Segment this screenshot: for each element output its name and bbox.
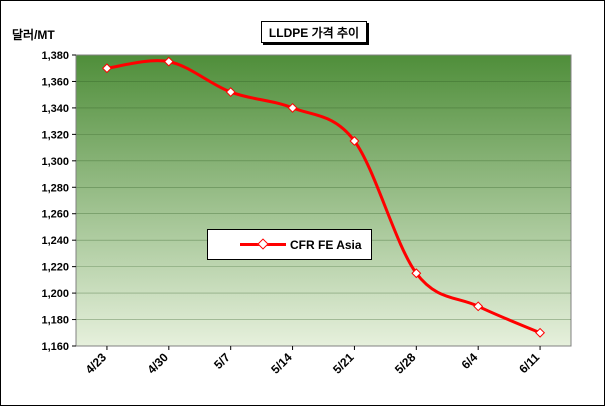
chart-title: LLDPE 가격 추이 — [261, 21, 367, 43]
x-tick-label: 5/7 — [211, 350, 233, 372]
x-tick-label: 6/4 — [459, 350, 481, 372]
data-point — [349, 136, 360, 146]
y-tick-label: 1,220 — [41, 262, 69, 274]
y-tick-label: 1,320 — [41, 129, 69, 141]
x-tick-label: 5/21 — [330, 350, 357, 377]
y-tick-label: 1,280 — [41, 182, 69, 194]
y-tick-label: 1,240 — [41, 235, 69, 247]
x-tick-label: 4/23 — [83, 350, 110, 377]
y-tick-label: 1,340 — [41, 103, 69, 115]
y-axis-ticks: 1,380 1,360 1,340 1,320 1,300 1,280 1,260 1,240… — [41, 50, 76, 353]
x-axis-ticks: 4/23 4/30 5/7 5/14 5/21 5/28 6/4 6/11 — [83, 346, 542, 377]
data-point — [535, 327, 546, 338]
data-point — [411, 268, 422, 279]
series-line — [106, 59, 541, 335]
legend: CFR FE Asia — [207, 229, 372, 260]
x-tick-label: 5/14 — [268, 350, 295, 377]
data-point — [225, 87, 236, 97]
legend-swatch — [240, 237, 286, 250]
x-tick-label: 4/30 — [145, 350, 172, 377]
data-point — [287, 102, 298, 113]
y-tick-label: 1,300 — [41, 156, 69, 168]
series-group — [101, 56, 546, 338]
y-tick-label: 1,260 — [41, 209, 69, 221]
legend-label: CFR FE Asia — [290, 237, 362, 252]
data-point — [101, 63, 112, 74]
data-point — [163, 56, 174, 67]
y-tick-label: 1,360 — [41, 76, 69, 88]
x-tick-label: 5/28 — [392, 350, 419, 377]
data-point — [473, 301, 484, 312]
y-axis-unit-label: 달러/MT — [12, 28, 55, 42]
gridlines — [76, 81, 571, 320]
y-tick-label: 1,380 — [41, 50, 69, 62]
y-tick-label: 1,160 — [41, 341, 69, 353]
plot-area — [75, 54, 572, 347]
y-tick-label: 1,200 — [41, 288, 69, 300]
x-tick-label: 6/11 — [516, 350, 542, 376]
y-tick-label: 1,180 — [41, 315, 69, 327]
